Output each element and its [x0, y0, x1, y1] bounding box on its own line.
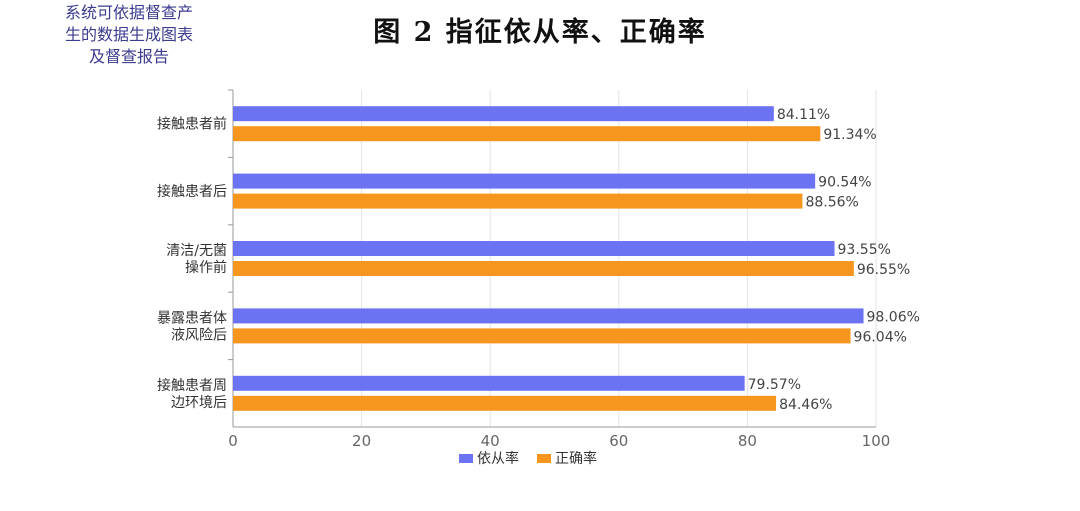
- legend-label: 正确率: [555, 450, 597, 467]
- data-label: 91.34%: [823, 127, 876, 143]
- bar-compliance: [233, 241, 835, 256]
- category-label: 接触患者周: [157, 377, 227, 394]
- bar-accuracy: [233, 395, 777, 411]
- data-label: 79.57%: [748, 377, 801, 393]
- data-label: 96.55%: [857, 262, 910, 278]
- data-label: 90.54%: [818, 175, 871, 191]
- x-tick-label: 40: [481, 432, 500, 450]
- data-label: 98.06%: [867, 309, 920, 325]
- data-label: 88.56%: [805, 195, 858, 211]
- x-tick-label: 80: [738, 432, 757, 450]
- bar-accuracy: [233, 328, 851, 344]
- category-label: 操作前: [185, 259, 227, 276]
- category-label: 暴露患者体: [157, 310, 227, 326]
- chart-title: 图 2 指征依从率、正确率: [373, 17, 707, 48]
- side-note-text: 系统可依据督查产生的数据生成图表及督查报告: [64, 3, 193, 66]
- bar-compliance: [233, 375, 745, 391]
- data-label: 84.46%: [779, 397, 832, 413]
- x-tick-label: 0: [228, 432, 238, 450]
- legend-swatch: [537, 454, 551, 463]
- bar-compliance: [233, 173, 816, 189]
- bar-accuracy: [233, 126, 821, 142]
- bar-compliance: [233, 106, 774, 122]
- data-label: 84.11%: [777, 107, 830, 123]
- category-label: 清洁/无菌: [166, 243, 227, 259]
- bar-accuracy: [233, 261, 854, 276]
- bar-accuracy: [233, 193, 803, 209]
- x-tick-label: 100: [862, 432, 891, 450]
- x-tick-label: 60: [609, 432, 628, 450]
- category-label: 接触患者前: [157, 116, 227, 133]
- x-tick-label: 20: [352, 432, 371, 450]
- legend-swatch: [459, 454, 473, 463]
- category-label: 边环境后: [171, 395, 227, 411]
- data-label: 93.55%: [838, 242, 891, 258]
- legend-label: 依从率: [477, 450, 519, 467]
- bar-compliance: [233, 308, 864, 324]
- category-label: 接触患者后: [157, 183, 227, 200]
- data-label: 96.04%: [854, 329, 907, 345]
- category-label: 液风险后: [171, 327, 227, 343]
